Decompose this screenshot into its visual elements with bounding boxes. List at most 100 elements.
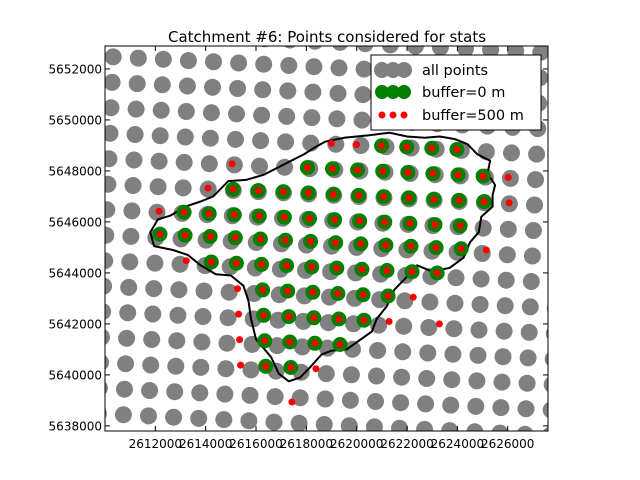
all-points-marker	[421, 293, 439, 311]
all-points-marker	[471, 296, 489, 313]
plot-frame	[104, 45, 549, 432]
all-points-marker	[291, 389, 309, 407]
all-points-marker	[445, 320, 463, 338]
all-points-marker	[353, 111, 371, 129]
all-points-marker	[215, 411, 233, 429]
buffer-500m-marker	[435, 320, 443, 328]
all-points-marker	[195, 282, 213, 300]
buffer-500m-marker	[429, 170, 437, 178]
all-points-marker	[177, 103, 195, 120]
all-points-marker	[365, 418, 383, 431]
all-points-marker	[141, 382, 159, 399]
all-points-marker	[265, 413, 283, 431]
buffer-500m-marker	[379, 167, 387, 175]
buffer-500m-marker	[280, 213, 288, 221]
all-points-marker	[146, 254, 164, 272]
all-points-marker	[278, 107, 296, 125]
y-tick-label: 5646000	[49, 215, 102, 229]
all-points-marker	[129, 49, 147, 67]
all-points-marker	[392, 394, 410, 412]
all-points-marker	[240, 412, 258, 430]
all-points-marker	[252, 132, 270, 150]
all-points-marker	[227, 130, 244, 148]
buffer-500m-marker	[332, 239, 340, 247]
legend-label-all-points: all points	[422, 63, 488, 79]
all-points-marker	[142, 356, 160, 374]
all-points-marker	[369, 342, 387, 359]
buffer-500m-marker	[204, 184, 212, 192]
all-points-marker	[528, 145, 546, 163]
buffer-500m-marker	[288, 398, 296, 406]
buffer-500m-marker	[262, 362, 270, 370]
all-points-marker	[544, 352, 548, 366]
all-points-marker	[105, 303, 112, 320]
buffer-500m-marker	[331, 216, 339, 224]
all-points-marker	[152, 101, 170, 119]
all-points-marker	[493, 373, 511, 391]
all-points-marker	[230, 54, 248, 72]
all-points-marker	[542, 427, 548, 431]
all-points-marker	[229, 80, 247, 97]
all-points-marker	[153, 76, 171, 94]
buffer-500m-marker	[304, 189, 312, 197]
all-points-marker	[122, 227, 140, 245]
y-tick-label: 5638000	[49, 419, 102, 433]
y-tick-label: 5640000	[49, 368, 102, 382]
all-points-marker	[394, 343, 412, 361]
all-points-marker	[304, 83, 322, 101]
y-tick-label: 5644000	[49, 266, 102, 280]
all-points-marker	[200, 155, 218, 173]
all-points-marker	[149, 178, 167, 196]
buffer-500m-marker	[237, 361, 245, 369]
all-points-marker	[523, 247, 541, 265]
all-points-marker	[447, 269, 465, 287]
all-points-marker	[145, 280, 163, 298]
all-points-marker	[419, 344, 437, 362]
all-points-marker	[315, 416, 333, 431]
all-points-marker	[472, 270, 490, 288]
buffer-500m-marker	[380, 193, 388, 201]
buffer-500m-marker	[310, 314, 318, 322]
buffer-500m-marker	[236, 336, 244, 344]
all-points-marker	[218, 334, 236, 352]
buffer-500m-marker	[382, 241, 390, 249]
buffer-500m-marker	[287, 364, 295, 371]
buffer-500m-marker	[404, 169, 412, 176]
all-points-marker	[192, 358, 210, 376]
all-points-marker	[175, 153, 193, 171]
all-points-marker	[329, 84, 347, 102]
buffer-500m-marker	[205, 210, 213, 218]
all-points-marker	[124, 177, 142, 194]
all-points-marker	[105, 150, 118, 168]
buffer-500m-marker	[207, 258, 215, 266]
all-points-marker	[497, 271, 515, 289]
all-points-marker	[542, 402, 548, 418]
all-points-marker	[105, 124, 119, 142]
all-points-marker	[127, 100, 145, 118]
buffer-500m-marker	[286, 338, 294, 346]
all-points-marker	[332, 46, 348, 51]
buffer-500m-marker	[383, 267, 391, 274]
all-points-marker	[446, 294, 464, 312]
buffer-500m-marker	[182, 257, 190, 265]
all-points-marker	[469, 346, 487, 364]
buffer-500m-marker	[232, 259, 240, 267]
buffer-500m-marker	[260, 311, 268, 319]
y-tick-label: 5650000	[49, 113, 102, 127]
all-points-marker	[442, 396, 460, 414]
all-points-marker	[174, 179, 192, 197]
buffer-500m-marker	[359, 291, 367, 299]
chart-title: Catchment #6: Points considered for stat…	[168, 28, 486, 46]
buffer-500m-marker	[285, 313, 293, 321]
all-points-marker	[166, 383, 184, 401]
buffer-500m-marker	[407, 242, 415, 250]
all-points-marker	[492, 399, 510, 417]
buffer-500m-marker	[307, 237, 315, 245]
all-points-marker	[517, 400, 535, 418]
all-points-marker	[340, 417, 358, 431]
buffer-500m-marker	[311, 339, 319, 347]
all-points-marker	[527, 171, 544, 189]
x-tick-label: 2620000	[330, 437, 383, 451]
all-points-marker	[253, 106, 271, 124]
buffer-500m-marker	[453, 146, 461, 153]
